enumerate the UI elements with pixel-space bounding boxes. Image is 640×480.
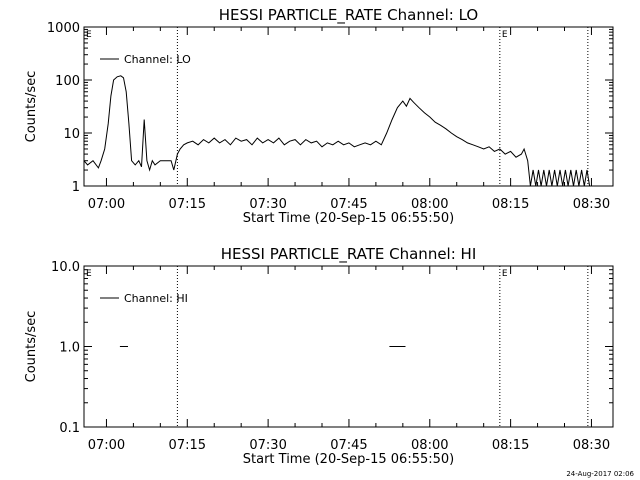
- x-tick-label: 08:15: [492, 438, 529, 453]
- y-tick-label: 0.1: [59, 421, 80, 436]
- y-tick-label: 10.0: [51, 260, 80, 275]
- y-axis-label: Counts/sec: [24, 311, 39, 383]
- plot-frame: [83, 26, 614, 187]
- x-tick-label: 07:45: [330, 438, 367, 453]
- y-tick-label: 100: [55, 74, 80, 89]
- legend-entry: Channel: LO: [124, 53, 191, 66]
- footer-timestamp: 24-Aug-2017 02:06: [566, 470, 634, 478]
- x-tick-label: 08:15: [492, 197, 529, 212]
- x-axis-label: Start Time (20-Sep-15 06:55:50): [243, 452, 454, 467]
- x-tick-label: 07:30: [249, 438, 286, 453]
- x-axis-label: Start Time (20-Sep-15 06:55:50): [243, 211, 454, 226]
- x-tick-label: 08:30: [573, 197, 610, 212]
- y-tick-label: 10: [63, 127, 80, 142]
- x-tick-label: 07:45: [330, 197, 367, 212]
- lo-channel-panel: HESSI PARTICLE_RATE Channel: LO Start Tim…: [24, 6, 614, 226]
- x-tick-label: 07:00: [88, 438, 125, 453]
- marker-label: E: [502, 30, 508, 40]
- x-tick-label: 07:00: [88, 197, 125, 212]
- x-tick-label: 08:30: [573, 438, 610, 453]
- series-line: [83, 75, 591, 187]
- marker-label: E: [86, 30, 92, 40]
- x-tick-label: 07:15: [169, 438, 206, 453]
- y-tick-label: 1.0: [59, 341, 80, 356]
- chart-title: HESSI PARTICLE_RATE Channel: LO: [219, 6, 478, 25]
- x-tick-label: 07:15: [169, 197, 206, 212]
- legend-entry: Channel: HI: [124, 292, 188, 305]
- x-tick-label: 08:00: [411, 438, 448, 453]
- marker-label: E: [86, 269, 92, 279]
- x-tick-label: 08:00: [411, 197, 448, 212]
- x-tick-label: 07:30: [249, 197, 286, 212]
- chart-title: HESSI PARTICLE_RATE Channel: HI: [221, 245, 477, 264]
- marker-label: E: [502, 269, 508, 279]
- y-tick-label: 1: [72, 180, 80, 195]
- y-tick-label: 1000: [47, 21, 80, 36]
- y-axis-label: Counts/sec: [24, 71, 39, 143]
- plot-frame: [83, 265, 614, 428]
- hi-channel-panel: HESSI PARTICLE_RATE Channel: HI Start Tim…: [24, 245, 614, 467]
